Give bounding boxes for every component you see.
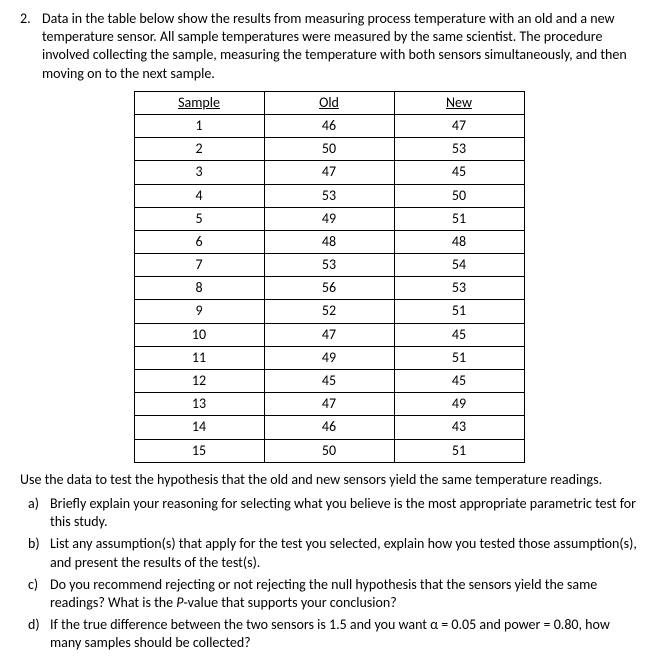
- sub-question-label: c): [28, 576, 50, 612]
- table-row: 104745: [134, 323, 524, 346]
- sub-question-text: Do you recommend rejecting or not reject…: [50, 576, 638, 612]
- table-cell: 48: [394, 230, 524, 253]
- table-row: 45350: [134, 184, 524, 207]
- table-cell: 46: [264, 416, 394, 439]
- table-row: 25053: [134, 138, 524, 161]
- sub-question: a)Briefly explain your reasoning for sel…: [20, 495, 638, 531]
- table-cell: 50: [264, 439, 394, 462]
- table-cell: 4: [134, 184, 264, 207]
- table-row: 54951: [134, 207, 524, 230]
- table-cell: 15: [134, 439, 264, 462]
- sub-question-text: If the true difference between the two s…: [50, 616, 638, 652]
- sub-question-label: b): [28, 535, 50, 571]
- table-cell: 43: [394, 416, 524, 439]
- table-cell: 51: [394, 207, 524, 230]
- table-row: 114951: [134, 346, 524, 369]
- table-cell: 11: [134, 346, 264, 369]
- question-header: 2. Data in the table below show the resu…: [20, 10, 638, 83]
- table-cell: 56: [264, 277, 394, 300]
- col-header-sample: Sample: [134, 91, 264, 114]
- table-cell: 52: [264, 300, 394, 323]
- table-cell: 51: [394, 346, 524, 369]
- sub-question: d)If the true difference between the two…: [20, 616, 638, 652]
- table-cell: 50: [394, 184, 524, 207]
- table-cell: 2: [134, 138, 264, 161]
- table-row: 85653: [134, 277, 524, 300]
- table-row: 34745: [134, 161, 524, 184]
- question-number: 2.: [20, 10, 42, 83]
- instruction-text: Use the data to test the hypothesis that…: [20, 471, 638, 489]
- table-cell: 53: [264, 254, 394, 277]
- table-cell: 53: [264, 184, 394, 207]
- sub-question-label: d): [28, 616, 50, 652]
- sub-question-text: List any assumption(s) that apply for th…: [50, 535, 638, 571]
- subquestions-container: a)Briefly explain your reasoning for sel…: [20, 495, 638, 653]
- table-row: 14647: [134, 114, 524, 137]
- table-cell: 47: [394, 114, 524, 137]
- table-cell: 47: [264, 393, 394, 416]
- table-cell: 51: [394, 300, 524, 323]
- table-cell: 45: [394, 370, 524, 393]
- table-cell: 50: [264, 138, 394, 161]
- table-cell: 47: [264, 323, 394, 346]
- sub-question: b)List any assumption(s) that apply for …: [20, 535, 638, 571]
- table-cell: 54: [394, 254, 524, 277]
- sub-question-text: Briefly explain your reasoning for selec…: [50, 495, 638, 531]
- table-row: 144643: [134, 416, 524, 439]
- table-cell: 12: [134, 370, 264, 393]
- table-cell: 49: [394, 393, 524, 416]
- table-cell: 5: [134, 207, 264, 230]
- table-cell: 53: [394, 277, 524, 300]
- table-cell: 53: [394, 138, 524, 161]
- table-row: 64848: [134, 230, 524, 253]
- sub-question: c)Do you recommend rejecting or not reje…: [20, 576, 638, 612]
- col-header-old: Old: [264, 91, 394, 114]
- table-cell: 47: [264, 161, 394, 184]
- sub-question-label: a): [28, 495, 50, 531]
- table-cell: 13: [134, 393, 264, 416]
- table-row: 134749: [134, 393, 524, 416]
- table-cell: 7: [134, 254, 264, 277]
- table-row: 124545: [134, 370, 524, 393]
- table-cell: 6: [134, 230, 264, 253]
- table-body: 1464725053347454535054951648487535485653…: [134, 114, 524, 462]
- table-cell: 10: [134, 323, 264, 346]
- table-cell: 46: [264, 114, 394, 137]
- table-row: 75354: [134, 254, 524, 277]
- table-cell: 49: [264, 207, 394, 230]
- table-cell: 1: [134, 114, 264, 137]
- table-cell: 45: [264, 370, 394, 393]
- table-cell: 8: [134, 277, 264, 300]
- question-text: Data in the table below show the results…: [42, 10, 638, 83]
- data-table: Sample Old New 1464725053347454535054951…: [134, 91, 525, 463]
- table-cell: 9: [134, 300, 264, 323]
- table-cell: 48: [264, 230, 394, 253]
- table-row: 155051: [134, 439, 524, 462]
- table-cell: 45: [394, 161, 524, 184]
- table-cell: 3: [134, 161, 264, 184]
- table-cell: 51: [394, 439, 524, 462]
- table-cell: 45: [394, 323, 524, 346]
- col-header-new: New: [394, 91, 524, 114]
- table-cell: 14: [134, 416, 264, 439]
- table-cell: 49: [264, 346, 394, 369]
- table-row: 95251: [134, 300, 524, 323]
- table-header-row: Sample Old New: [134, 91, 524, 114]
